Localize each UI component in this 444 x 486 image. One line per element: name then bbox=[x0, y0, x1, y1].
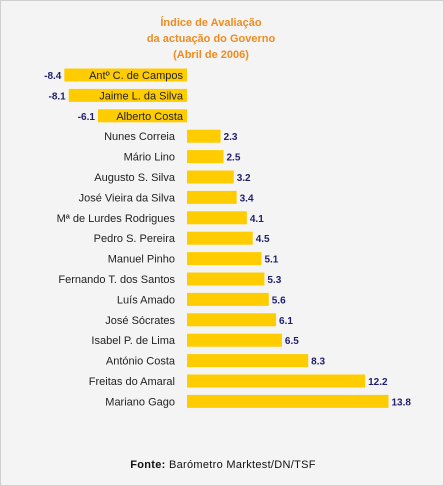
chart-title-line-2: da actuação do Governo bbox=[146, 33, 276, 45]
category-label: Isabel P. de Lima bbox=[91, 335, 175, 347]
category-label: Jaime L. da Silva bbox=[99, 90, 184, 102]
value-label: 6.5 bbox=[285, 336, 299, 347]
source-label: Fonte: bbox=[130, 459, 166, 471]
value-label: 13.8 bbox=[391, 397, 411, 408]
value-label: 6.1 bbox=[279, 316, 293, 327]
bar bbox=[187, 354, 309, 368]
bar-chart: Antº C. de Campos -8.4 Jaime L. da Silva -8… bbox=[44, 68, 411, 408]
category-label: Fernando T. dos Santos bbox=[58, 274, 175, 286]
source-text: Barómetro Marktest/DN/TSF bbox=[168, 459, 316, 471]
bar bbox=[187, 394, 389, 408]
value-label: 5.1 bbox=[264, 255, 278, 266]
value-label: -8.1 bbox=[49, 91, 67, 102]
bar bbox=[97, 109, 187, 123]
bar bbox=[187, 129, 221, 143]
category-label: Nunes Correia bbox=[104, 131, 176, 143]
value-label: 4.1 bbox=[250, 214, 264, 225]
chart-title-line-3: (Abril de 2006) bbox=[173, 49, 249, 61]
bar bbox=[187, 313, 277, 327]
value-label: 2.5 bbox=[227, 153, 241, 164]
category-label: Pedro S. Pereira bbox=[94, 233, 176, 245]
bar bbox=[187, 211, 247, 225]
category-label: Luís Amado bbox=[117, 294, 175, 306]
bar bbox=[187, 231, 253, 245]
bar bbox=[64, 68, 187, 82]
value-label: 5.6 bbox=[272, 295, 286, 306]
bar bbox=[68, 88, 187, 102]
bar bbox=[187, 150, 224, 164]
value-label: 8.3 bbox=[311, 357, 325, 368]
category-label: Freitas do Amaral bbox=[89, 376, 175, 388]
bar bbox=[187, 333, 282, 347]
bar bbox=[187, 374, 366, 388]
bar bbox=[187, 252, 262, 266]
category-label: José Vieira da Silva bbox=[79, 192, 176, 204]
bar bbox=[187, 292, 269, 306]
value-label: 4.5 bbox=[256, 234, 270, 245]
bar bbox=[187, 170, 234, 184]
value-label: 12.2 bbox=[368, 377, 388, 388]
category-label: Manuel Pinho bbox=[108, 254, 175, 266]
source-note: Fonte: Barómetro Marktest/DN/TSF bbox=[1, 459, 444, 471]
category-label: António Costa bbox=[106, 356, 176, 368]
value-label: 2.3 bbox=[224, 132, 238, 143]
bar bbox=[187, 272, 265, 286]
value-label: 3.2 bbox=[237, 173, 251, 184]
value-label: -6.1 bbox=[78, 112, 96, 123]
category-label: Mariano Gago bbox=[105, 396, 175, 408]
bar bbox=[187, 190, 237, 204]
value-label: 5.3 bbox=[267, 275, 281, 286]
category-label: Augusto S. Silva bbox=[94, 172, 176, 184]
chart-title-line-1: Índice de Avaliação bbox=[160, 17, 262, 29]
category-label: Mª de Lurdes Rodrigues bbox=[57, 213, 176, 225]
category-label: Mário Lino bbox=[124, 152, 175, 164]
category-label: José Sócrates bbox=[105, 315, 175, 327]
category-label: Antº C. de Campos bbox=[89, 70, 183, 82]
value-label: -8.4 bbox=[44, 71, 62, 82]
value-label: 3.4 bbox=[240, 193, 254, 204]
category-label: Alberto Costa bbox=[116, 111, 184, 123]
